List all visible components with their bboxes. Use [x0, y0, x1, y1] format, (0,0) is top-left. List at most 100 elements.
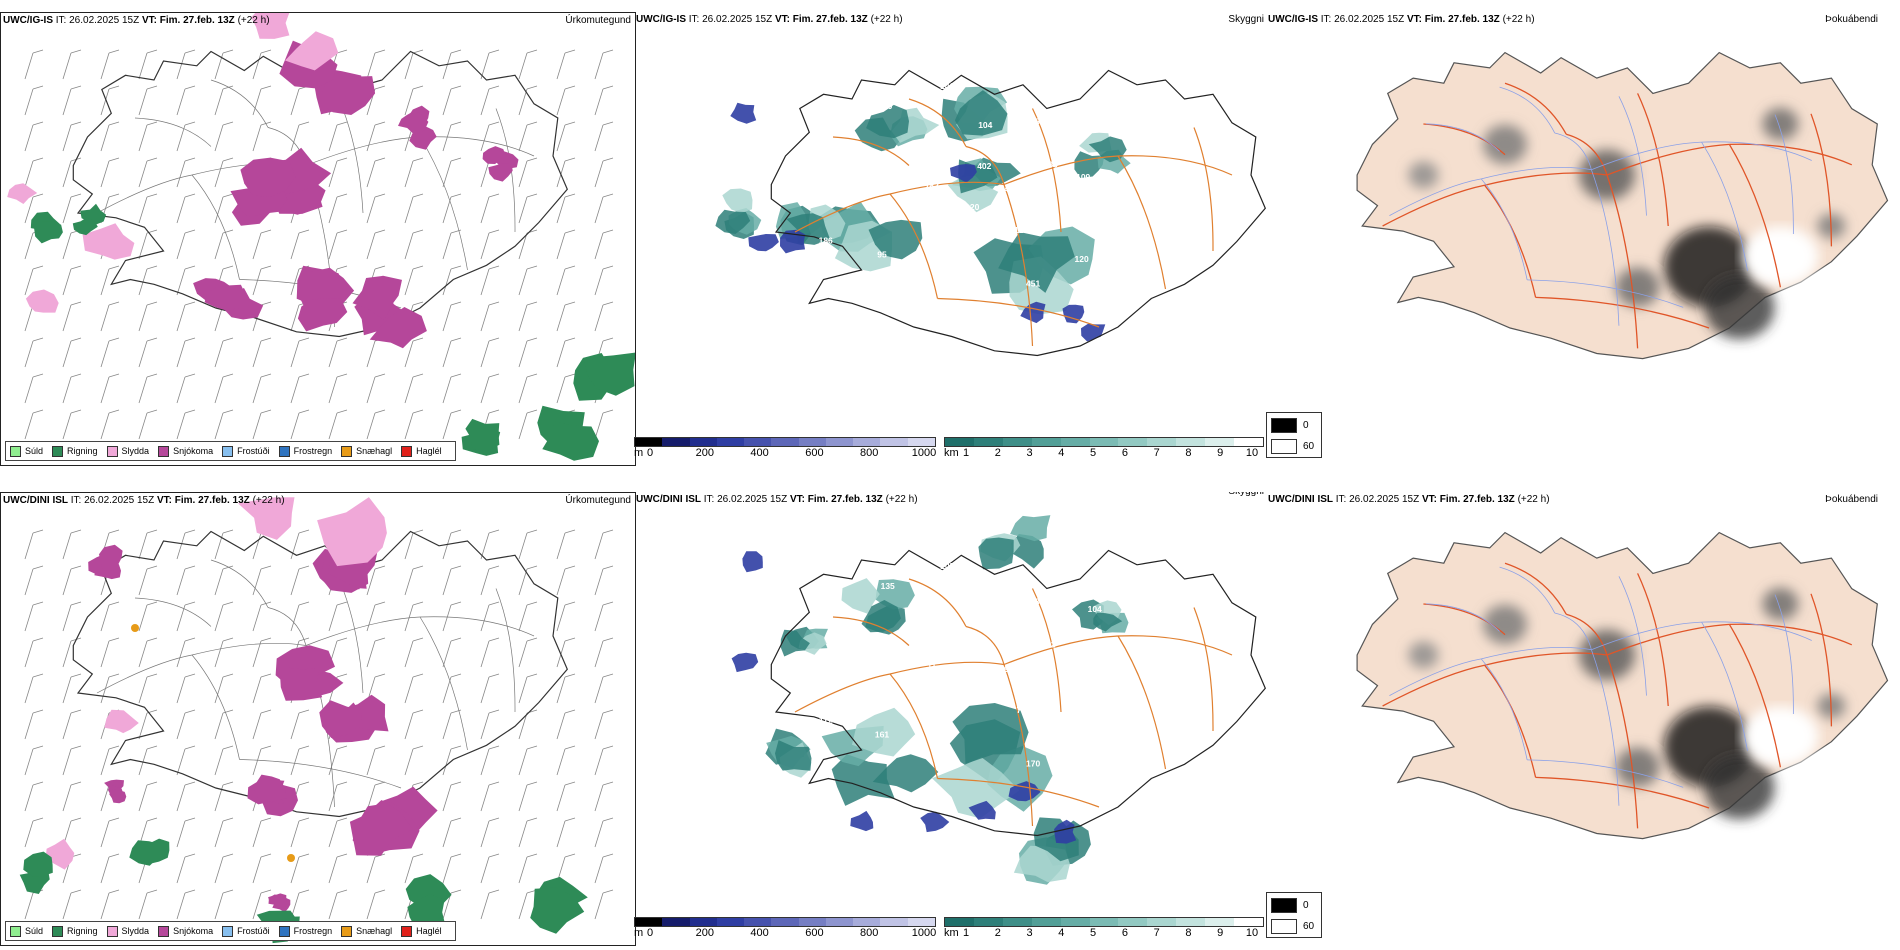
legend-swatch — [106, 925, 118, 937]
road-line — [1606, 143, 1730, 176]
ceiling-value-label: 109 — [1076, 172, 1090, 182]
wind-barb — [252, 121, 272, 152]
road-line — [191, 654, 240, 760]
weather-area — [978, 537, 1014, 570]
lead-time: (+22 h) — [1502, 14, 1535, 25]
weather-area — [34, 221, 63, 244]
ceiling-value-label: 59 — [933, 731, 943, 741]
wind-barb — [62, 637, 82, 668]
wind-barb — [366, 409, 386, 440]
road-line — [937, 777, 1100, 808]
fog-patch — [1483, 604, 1527, 645]
legend-label: Rigning — [67, 446, 98, 456]
wind-barb — [290, 337, 310, 368]
colorbar-bin — [1002, 438, 1032, 446]
wind-barb — [480, 637, 500, 668]
colorbar-bin — [825, 918, 854, 926]
wind-barb — [328, 745, 348, 776]
ceiling-value-label: 11 — [927, 660, 936, 670]
weather-area — [954, 90, 1008, 136]
precip-type-map-bottom — [19, 497, 614, 944]
wind-barb — [62, 265, 82, 296]
wind-barb — [62, 409, 82, 440]
wind-barb — [214, 157, 234, 188]
wind-barb — [62, 157, 82, 188]
wind-barb — [100, 301, 120, 332]
glacier-patch — [1742, 706, 1819, 767]
wind-barb — [480, 817, 500, 848]
colorbar-tick-label: 9 — [1217, 927, 1224, 939]
colorbar-tick-label: 5 — [1090, 447, 1097, 459]
wind-barb — [328, 853, 348, 884]
lead-time: (+22 h) — [237, 15, 270, 26]
wind-barb — [404, 853, 424, 884]
wind-barb — [366, 157, 386, 188]
legend-label: Frostúði — [237, 926, 270, 936]
wind-barb — [480, 673, 500, 704]
legend-swatch — [278, 925, 290, 937]
wind-barb — [290, 745, 310, 776]
wind-barb — [442, 409, 462, 440]
wind-barb — [62, 49, 82, 80]
ceiling-value-label: 182 — [925, 180, 939, 190]
colorbar-bin — [716, 918, 745, 926]
wind-barb — [442, 229, 462, 260]
fog-legend-swatch — [1271, 918, 1297, 934]
init-time: 26.02.2025 15Z — [1334, 14, 1405, 25]
wind-barb — [290, 121, 310, 152]
wind-barb — [594, 565, 614, 596]
road-line — [1003, 184, 1034, 347]
wind-barb — [62, 373, 82, 404]
wind-barb — [556, 529, 576, 560]
wind-barb — [214, 637, 234, 668]
ceiling-value-label: 135 — [881, 581, 895, 591]
ceiling-value-label: 33 — [980, 641, 990, 651]
colorbar-tick-label: 10 — [1245, 447, 1259, 459]
wind-barb — [556, 85, 576, 116]
wind-barb — [62, 565, 82, 596]
colorbar-tick-label: 3 — [1026, 447, 1033, 459]
legend-item: Frostúði — [222, 925, 270, 937]
lead-time: (+22 h) — [1517, 494, 1550, 505]
legend-swatch — [52, 445, 64, 457]
wind-barb — [518, 265, 538, 296]
variable-name: Úrkomutegund — [565, 495, 631, 506]
colorbar-bin — [1234, 438, 1263, 446]
wind-barb — [442, 565, 462, 596]
weather-area — [317, 497, 387, 567]
colorbar-tick-label: 400 — [750, 927, 769, 939]
init-time: 26.02.2025 15Z — [84, 495, 155, 506]
road-line — [965, 625, 1005, 665]
road-line — [1606, 623, 1730, 656]
wind-barb — [366, 565, 386, 596]
weather-area — [530, 887, 585, 934]
weather-area — [285, 31, 339, 71]
wind-barb — [62, 121, 82, 152]
wind-barb — [290, 709, 310, 740]
colorbar-tick-label: 200 — [695, 927, 714, 939]
wind-barb — [518, 85, 538, 116]
road-line — [1637, 93, 1669, 227]
ceiling-colorbar: m 0 200 400 600 800 1000 — [634, 917, 936, 939]
wind-barb — [138, 49, 158, 80]
road-line — [1389, 658, 1482, 696]
land-area — [1356, 531, 1889, 840]
road-line — [1728, 144, 1782, 288]
wind-barb — [290, 853, 310, 884]
ceiling-value-label: 241 — [999, 184, 1013, 194]
ceiling-value-label: 187 — [908, 691, 922, 701]
wind-barb — [252, 337, 272, 368]
weather-area — [952, 703, 1029, 764]
wind-barb — [366, 853, 386, 884]
wind-barb — [404, 85, 424, 116]
wind-barb — [62, 529, 82, 560]
init-label: IT: — [70, 495, 82, 506]
wind-barb — [556, 817, 576, 848]
road-line — [96, 174, 193, 214]
wind-barb — [24, 709, 44, 740]
colorbar-bin — [853, 438, 881, 446]
wind-barb — [328, 889, 348, 920]
weather-area — [542, 421, 599, 461]
wind-barb — [176, 745, 196, 776]
wind-barb — [442, 673, 462, 704]
